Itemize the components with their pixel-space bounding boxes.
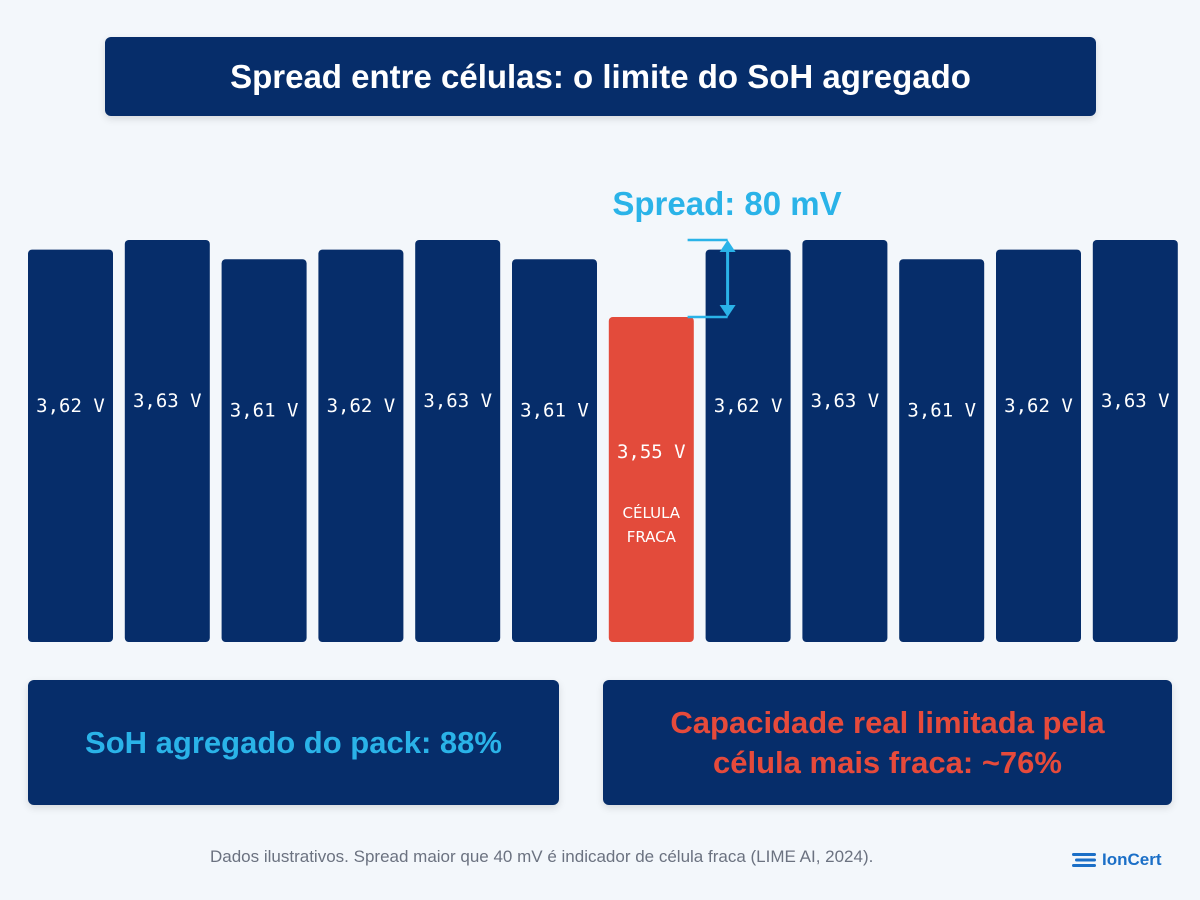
- bar-label-cell-2: 3,63 V: [133, 390, 202, 412]
- cell-voltage-chart: 3,62 V 3,63 V 3,61 V 3,62 V 3,63 V 3,61 V 3,55…: [28, 185, 1178, 642]
- pack-soh-box: SoH agregado do pack: 88%: [28, 680, 559, 805]
- spread-indicator: Spread: 80 mV: [612, 185, 842, 319]
- footnote: Dados ilustrativos. Spread maior que 40 …: [210, 847, 874, 866]
- bar-cell-3: [221, 259, 307, 642]
- bar-label-cell-4: 3,62 V: [327, 395, 396, 417]
- bars-group: 3,62 V 3,63 V 3,61 V 3,62 V 3,63 V 3,61 V 3,55…: [28, 240, 1178, 642]
- bar-label-cell-1: 3,62 V: [36, 395, 105, 417]
- title-banner: Spread entre células: o limite do SoH ag…: [105, 37, 1096, 116]
- weak-cell-label-2: FRACA: [627, 528, 677, 546]
- bar-cell-4: [318, 249, 404, 642]
- bar-cell-10: [899, 259, 985, 642]
- real-capacity-line-2: célula mais fraca: ~76%: [713, 744, 1062, 780]
- spread-arrow-head-down: [719, 305, 736, 317]
- bar-label-cell-12: 3,63 V: [1101, 390, 1170, 412]
- brand-logo: IonCert: [1072, 850, 1162, 870]
- bar-cell-8: [705, 249, 791, 642]
- real-capacity-line-1: Capacidade real limitada pela: [670, 704, 1105, 740]
- spread-arrow-head-up: [719, 240, 736, 252]
- bar-label-cell-10: 3,61 V: [907, 400, 976, 422]
- bar-cell-7: [608, 317, 694, 642]
- bar-label-cell-7: 3,55 V: [617, 441, 686, 463]
- bar-label-cell-8: 3,62 V: [714, 395, 783, 417]
- bar-cell-2: [124, 240, 210, 642]
- brand-name: IonCert: [1102, 850, 1162, 869]
- ioncert-logo-icon: [1072, 853, 1096, 867]
- bar-label-cell-6: 3,61 V: [520, 400, 589, 422]
- pack-soh-text: SoH agregado do pack: 88%: [85, 724, 502, 760]
- real-capacity-box: Capacidade real limitada pela célula mai…: [603, 680, 1172, 805]
- bar-cell-9: [802, 240, 888, 642]
- bar-cell-1: [28, 249, 113, 642]
- bar-label-cell-9: 3,63 V: [811, 390, 880, 412]
- bar-label-cell-5: 3,63 V: [423, 390, 492, 412]
- chart-title: Spread entre células: o limite do SoH ag…: [230, 57, 971, 95]
- bar-label-cell-3: 3,61 V: [230, 400, 299, 422]
- weak-cell-label-1: CÉLULA: [623, 503, 681, 522]
- bar-cell-5: [415, 240, 501, 642]
- spread-label: Spread: 80 mV: [612, 185, 841, 222]
- bar-cell-12: [1092, 240, 1178, 642]
- bar-label-cell-11: 3,62 V: [1004, 395, 1073, 417]
- bar-cell-6: [512, 259, 597, 642]
- real-capacity-text: Capacidade real limitada pela célula mai…: [670, 703, 1104, 783]
- bar-cell-11: [996, 249, 1081, 642]
